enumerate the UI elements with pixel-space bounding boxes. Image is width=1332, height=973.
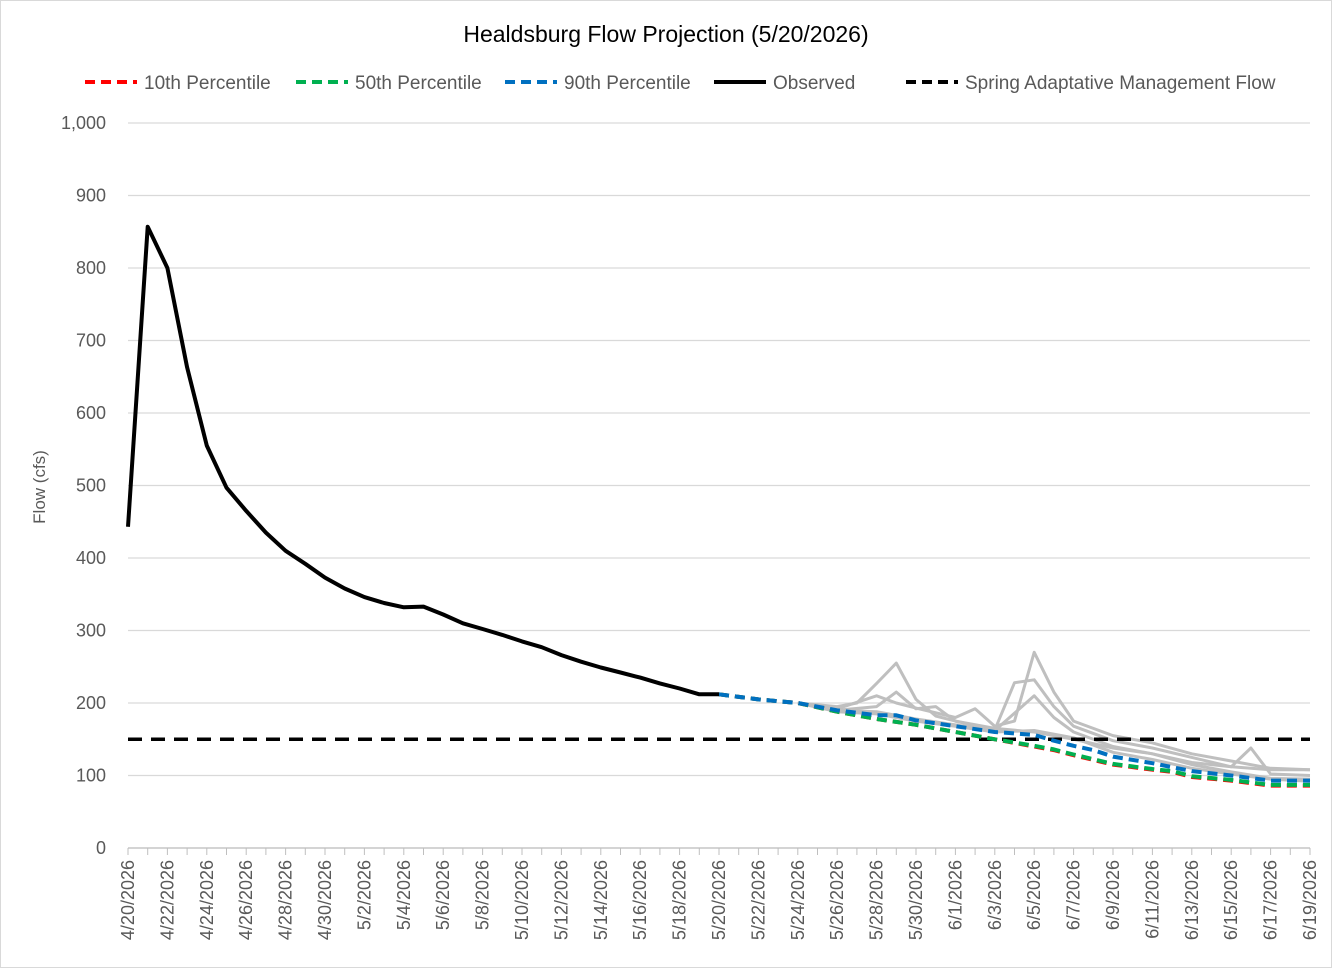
x-tick-label: 5/22/2026 [748,860,768,940]
x-tick-label: 4/28/2026 [276,860,296,940]
y-axis-label: Flow (cfs) [30,450,49,524]
legend-label: 10th Percentile [144,73,271,94]
x-tick-label: 6/17/2026 [1261,860,1281,940]
x-tick-label: 4/26/2026 [236,860,256,940]
x-tick-label: 6/19/2026 [1300,860,1320,940]
x-tick-label: 5/24/2026 [788,860,808,940]
legend-label: 50th Percentile [355,73,482,94]
y-tick-label: 400 [76,548,106,568]
legend-label: 90th Percentile [564,73,691,94]
ensemble-trace-line [797,678,1311,777]
x-tick-label: 5/10/2026 [512,860,532,940]
x-tick-label: 4/30/2026 [315,860,335,940]
x-tick-label: 5/2/2026 [354,860,374,930]
legend-label: Observed [773,73,855,94]
y-tick-label: 1,000 [61,113,106,133]
x-tick-label: 6/11/2026 [1142,860,1162,939]
x-tick-label: 6/5/2026 [1024,860,1044,930]
x-tick-label: 5/8/2026 [473,860,493,930]
p90-series-line [718,692,1310,783]
x-tick-label: 5/14/2026 [591,860,611,940]
ensemble-trace-line [797,694,1311,781]
x-tick-label: 6/13/2026 [1182,860,1202,940]
x-tick-label: 5/26/2026 [827,860,847,940]
y-tick-label: 300 [76,621,106,641]
legend-item-p50: 50th Percentile [296,73,482,94]
legend-item-observed: Observed [714,73,855,94]
legend-item-p90: 90th Percentile [505,73,691,94]
y-tick-label: 600 [76,403,106,423]
y-tick-label: 800 [76,258,106,278]
y-tick-label: 0 [96,838,106,858]
series-lines [126,224,1310,788]
y-tick-label: 700 [76,331,106,351]
x-tick-label: 5/28/2026 [867,860,887,940]
x-tick-label: 4/22/2026 [157,860,177,940]
observed-series-line [126,224,719,697]
y-tick-label: 900 [76,186,106,206]
x-tick-label: 5/16/2026 [630,860,650,940]
y-tick-label: 100 [76,766,106,786]
x-tick-label: 5/4/2026 [394,860,414,930]
x-tick-label: 5/30/2026 [906,860,926,940]
legend: 10th Percentile 50th Percentile 90th Perce… [85,73,1276,94]
x-tick-label: 6/15/2026 [1221,860,1241,940]
x-tick-label: 6/7/2026 [1064,860,1084,930]
x-tick-label: 5/18/2026 [670,860,690,940]
x-tick-label: 6/1/2026 [945,860,965,930]
legend-label: Spring Adaptative Management Flow [965,73,1276,94]
x-tick-label: 4/20/2026 [118,860,138,940]
legend-item-management: Spring Adaptative Management Flow [906,73,1276,94]
x-tick-labels: 4/20/2026 4/22/2026 4/24/2026 4/26/2026 4/28… [118,860,1320,940]
y-tick-label: 200 [76,693,106,713]
ensemble-trace-line [797,650,1311,772]
gridlines [127,122,1311,855]
x-tick-label: 6/3/2026 [985,860,1005,930]
chart-title: Healdsburg Flow Projection (5/20/2026) [463,21,868,47]
x-tick-label: 5/6/2026 [433,860,453,930]
x-tick-label: 5/12/2026 [551,860,571,940]
legend-item-p10: 10th Percentile [85,73,271,94]
x-tick-label: 5/20/2026 [709,860,729,940]
x-tick-label: 4/24/2026 [197,860,217,940]
y-tick-labels: 0 100 200 300 400 500 600 700 800 900 1,000 [61,113,106,858]
y-tick-label: 500 [76,476,106,496]
x-tick-label: 6/9/2026 [1103,860,1123,930]
